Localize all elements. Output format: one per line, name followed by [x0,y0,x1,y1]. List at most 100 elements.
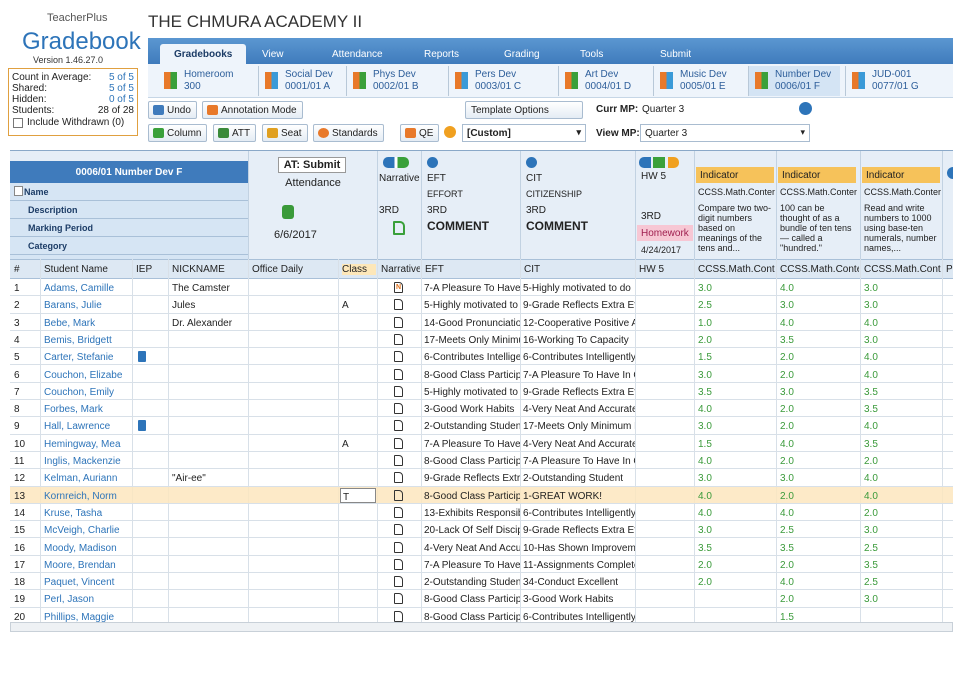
score[interactable]: 3.0 [780,386,794,398]
student-row[interactable] [10,400,953,418]
class-mark[interactable]: A [342,300,349,312]
student-name[interactable]: Couchon, Elizabe [44,369,123,381]
student-name[interactable]: Barans, Julie [44,300,102,312]
iep-icon[interactable] [138,351,146,363]
column-header[interactable]: P [946,264,953,275]
undo-button[interactable]: Undo [148,101,197,119]
student-row[interactable] [10,417,953,435]
narrative-doc[interactable] [394,472,403,484]
score[interactable]: 2.5 [780,525,794,537]
template-dropdown[interactable]: Template Options [465,101,583,119]
student-row[interactable] [10,556,953,574]
score[interactable]: 4.0 [698,490,712,502]
student-row[interactable] [10,348,953,366]
custom-dropdown[interactable]: [Custom] [462,124,586,142]
column-header[interactable]: CCSS.Math.Conter [780,264,859,275]
score[interactable]: 1.0 [698,317,712,329]
narrative-doc[interactable] [394,299,403,311]
score[interactable]: 2.0 [780,421,794,433]
view-mp-dropdown[interactable]: Quarter 3 [640,124,810,142]
score[interactable]: 3.0 [864,525,878,537]
score[interactable]: 4.0 [780,577,794,589]
narrative-doc[interactable] [394,506,403,518]
class-tab[interactable]: Art Dev 0004/01 D [558,66,650,96]
narrative-doc[interactable] [394,541,403,553]
column-header[interactable]: Student Name [44,264,108,275]
sort-arrow[interactable] [14,186,23,196]
column-button[interactable]: Column [148,124,208,142]
checkbox[interactable] [13,118,23,128]
score[interactable]: 1.5 [780,611,794,623]
class-mark[interactable]: T [340,487,376,503]
score[interactable]: 2.0 [864,456,878,467]
student-name[interactable]: Forbes, Mark [44,404,103,416]
narrative-doc[interactable] [394,524,403,536]
score[interactable]: 2.0 [698,559,712,571]
score[interactable]: 4.0 [864,352,878,364]
score[interactable]: 4.0 [780,507,794,519]
student-name[interactable]: Moody, Madison [44,542,117,554]
class-tab[interactable]: Pers Dev 0003/01 C [448,66,540,96]
score[interactable]: 3.5 [864,386,878,398]
column-header[interactable]: IEP [136,264,153,275]
student-name[interactable]: McVeigh, Charlie [44,525,120,537]
score[interactable]: 4.0 [698,404,712,416]
column-header[interactable]: NICKNAME [172,264,225,275]
score[interactable]: 4.0 [698,456,712,467]
att-button[interactable]: ATT [213,124,257,142]
narrative-doc[interactable] [394,368,403,380]
score[interactable]: 2.5 [864,542,878,554]
class-tab[interactable]: JUD-001 0077/01 G [845,66,945,96]
narrative-doc[interactable] [394,385,403,397]
class-tab[interactable]: Phys Dev 0002/01 B [346,66,438,96]
narrative-doc[interactable] [394,558,403,570]
student-row[interactable] [10,486,953,504]
nav-tab[interactable]: Tools [566,44,617,64]
nav-tab[interactable]: Gradebooks [160,44,247,64]
narrative-doc[interactable] [394,420,403,432]
student-name[interactable]: Phillips, Maggie [44,611,115,623]
score[interactable]: 4.0 [698,507,712,519]
score[interactable]: 4.0 [864,369,878,381]
narrative-doc[interactable] [394,316,403,328]
annotation-button[interactable]: Annotation Mode [202,101,303,119]
student-name[interactable]: Couchon, Emily [44,386,115,398]
student-name[interactable]: Bemis, Bridgett [44,334,112,346]
student-row[interactable] [10,296,953,314]
column-header[interactable]: Office Daily [252,264,303,275]
column-header[interactable]: EFT [425,264,444,275]
score[interactable]: 4.0 [864,317,878,329]
class-tab[interactable]: Music Dev 0005/01 E [653,66,745,96]
student-row[interactable] [10,366,953,383]
class-mark[interactable]: A [342,438,349,450]
column-header[interactable]: Narrative [381,264,420,275]
class-tab[interactable]: Social Dev 0001/01 A [258,66,350,96]
column-header[interactable]: CCSS.Math.Conter [698,264,775,275]
student-row[interactable] [10,314,953,331]
qe-icon[interactable] [444,126,456,138]
score[interactable]: 2.0 [780,352,794,364]
student-row[interactable] [10,590,953,608]
horizontal-scrollbar[interactable] [10,622,953,632]
class-tab[interactable]: Number Dev 0006/01 F [748,66,840,96]
score[interactable]: 1.5 [698,352,712,364]
score[interactable]: 3.5 [780,542,794,554]
score[interactable]: 4.0 [864,473,878,485]
score[interactable]: 4.0 [780,438,794,450]
standards-button[interactable]: Standards [313,124,384,142]
score[interactable]: 3.5 [780,334,794,346]
student-row[interactable] [10,539,953,556]
score[interactable]: 3.5 [698,542,712,554]
nav-tab[interactable]: Attendance [318,44,397,64]
at-submit-button[interactable]: AT: Submit [278,157,346,173]
narrative-doc[interactable] [394,333,403,345]
class-tab[interactable]: Homeroom 300 [158,66,250,96]
score[interactable]: 2.0 [780,404,794,416]
student-row[interactable] [10,504,953,522]
score[interactable]: 2.0 [698,577,712,589]
narrative-doc[interactable] [394,576,403,588]
column-header[interactable]: Class [342,264,376,275]
score[interactable]: 2.0 [864,507,878,519]
score[interactable]: 3.0 [698,525,712,537]
score[interactable]: 3.0 [780,473,794,485]
